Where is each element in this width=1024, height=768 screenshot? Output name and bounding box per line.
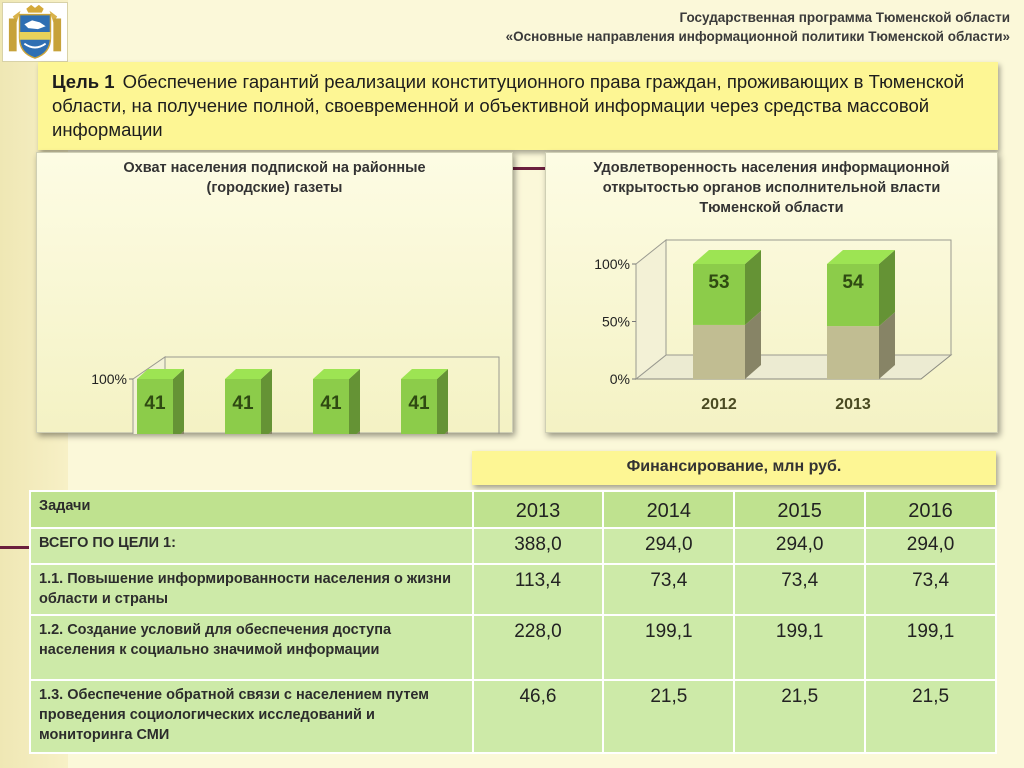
chart-floor: [634, 354, 953, 380]
bar-value-segment: [401, 379, 437, 434]
table-cell-value: 21,5: [602, 679, 736, 754]
table-row: ВСЕГО ПО ЦЕЛИ 1: 388,0 294,0 294,0 294,0: [29, 527, 997, 565]
table-cell-value: 73,4: [602, 563, 736, 616]
table-cell-value: 294,0: [864, 527, 997, 565]
bar-base-side: [879, 312, 895, 379]
bar-base-side: [268, 430, 272, 434]
x-category-label: 2012: [701, 396, 737, 413]
chart-title-line: (городские) газеты: [206, 180, 343, 196]
table-header-year: 2013: [471, 490, 605, 529]
decor-line-bottom: [0, 546, 40, 549]
chart-side-wall: [635, 238, 667, 381]
bar-value-segment: [137, 379, 173, 434]
bar-value-side: [745, 250, 761, 325]
table-cell-value: 73,4: [864, 563, 997, 616]
header-title-line-1: Государственная программа Тюменской обла…: [679, 10, 1010, 25]
y-tick-label: 0%: [610, 371, 630, 387]
table-header-row: Задачи 2013 2014 2015 2016: [29, 490, 997, 529]
table-header-task: Задачи: [29, 490, 474, 529]
bar-value-top: [313, 369, 360, 379]
table-cell-value: 21,5: [733, 679, 867, 754]
x-category-label: 2013: [835, 396, 871, 413]
bar-base-side: [180, 430, 184, 434]
chart-title-line: открытостью органов исполнительной власт…: [602, 180, 941, 196]
chart-panel-satisfaction: Удовлетворенность населения информационн…: [545, 152, 998, 433]
table-cell-task: 1.2. Создание условий для обеспечения до…: [29, 614, 474, 681]
bar-value-top: [401, 369, 448, 379]
bar-value-side: [349, 369, 360, 434]
bar-value-side: [879, 250, 895, 327]
bar-data-label: 54: [842, 272, 864, 293]
financing-table: Задачи 2013 2014 2015 2016 ВСЕГО ПО ЦЕЛИ…: [29, 490, 997, 754]
table-cell-value: 73,4: [733, 563, 867, 616]
bar-value-segment: [827, 264, 879, 327]
bar-data-label: 41: [408, 393, 430, 414]
coat-of-arms-emblem: [2, 2, 68, 62]
table-header-year: 2014: [602, 490, 736, 529]
chart-title-line: Удовлетворенность населения информационн…: [593, 160, 950, 176]
table-row: 1.3. Обеспечение обратной связи с населе…: [29, 679, 997, 754]
table-cell-value: 199,1: [602, 614, 736, 681]
chart-panel-subscription: Охват населения подпиской на районные (г…: [36, 152, 513, 434]
bar-value-side: [437, 369, 448, 434]
bar-base-side: [745, 310, 761, 379]
bar-value-segment: [313, 379, 349, 434]
table-cell-value: 294,0: [602, 527, 736, 565]
table-cell-task: ВСЕГО ПО ЦЕЛИ 1:: [29, 527, 474, 565]
table-cell-value: 113,4: [471, 563, 605, 616]
bar-value-top: [693, 250, 761, 264]
bar-value-segment: [693, 264, 745, 325]
table-row: 1.2. Создание условий для обеспечения до…: [29, 614, 997, 681]
table-cell-value: 46,6: [471, 679, 605, 754]
table-cell-value: 388,0: [471, 527, 605, 565]
bar-base-segment: [827, 326, 879, 379]
goal-text: Обеспечение гарантий реализации конститу…: [52, 71, 965, 140]
header-title-line-2: «Основные направления информационной пол…: [505, 29, 1010, 44]
bar-value-top: [137, 369, 184, 379]
table-header-year: 2015: [733, 490, 867, 529]
chart-title-satisfaction: Удовлетворенность населения информационн…: [546, 158, 997, 218]
y-tick-label: 100%: [91, 371, 127, 387]
bar-data-label: 41: [144, 393, 166, 414]
chart-title-line: Охват населения подпиской на районные: [123, 160, 426, 176]
chart-title-subscription: Охват населения подпиской на районные (г…: [37, 158, 512, 198]
goal-box: Цель 1 Обеспечение гарантий реализации ко…: [38, 62, 998, 150]
table-cell-value: 199,1: [733, 614, 867, 681]
table-cell-value: 228,0: [471, 614, 605, 681]
table-cell-task: 1.3. Обеспечение обратной связи с населе…: [29, 679, 474, 754]
bar-value-segment: [225, 379, 261, 434]
y-tick-label: 100%: [594, 256, 630, 272]
financing-title: Финансирование, млн руб.: [472, 451, 996, 485]
table-cell-value: 21,5: [864, 679, 997, 754]
bar-data-label: 41: [320, 393, 342, 414]
bar-value-side: [173, 369, 184, 434]
bar-chart-subscription: 0%50%100%412013412014412015412016: [91, 356, 500, 434]
bar-value-side: [261, 369, 272, 434]
table-row: 1.1. Повышение информированности населен…: [29, 563, 997, 616]
bar-data-label: 41: [232, 393, 254, 414]
bar-value-top: [827, 250, 895, 264]
bar-value-top: [225, 369, 272, 379]
table-cell-value: 294,0: [733, 527, 867, 565]
bar-chart-satisfaction: 0% 50% 100% 53 2012 54 2013: [594, 238, 953, 413]
chart-title-line: Тюменской области: [699, 200, 844, 216]
bar-base-segment: [693, 324, 745, 379]
goal-label: Цель 1: [52, 71, 115, 92]
bar-data-label: 53: [708, 272, 729, 293]
table-cell-value: 199,1: [864, 614, 997, 681]
table-cell-task: 1.1. Повышение информированности населен…: [29, 563, 474, 616]
table-header-year: 2016: [864, 490, 997, 529]
y-tick-label: 50%: [602, 314, 630, 330]
